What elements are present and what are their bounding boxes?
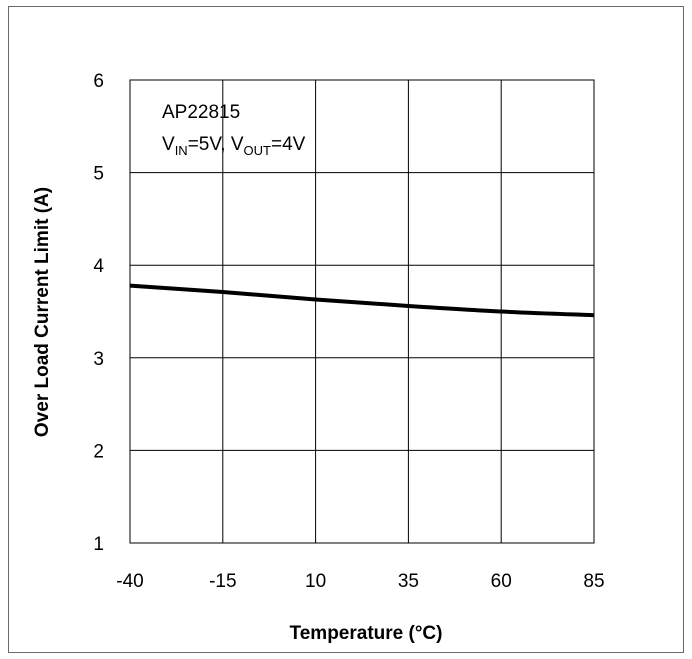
vout-value: =4V xyxy=(271,134,306,155)
x-tick-labels: -40 -15 10 35 60 85 xyxy=(116,571,604,592)
y-tick-label-3: 4 xyxy=(93,256,104,277)
y-tick-label-2: 3 xyxy=(93,349,104,370)
x-tick-label-5: 85 xyxy=(583,571,604,592)
chart-frame xyxy=(8,6,684,653)
vin-value: =5V, xyxy=(188,134,231,155)
series-line-0 xyxy=(129,283,595,318)
vin-subscript: IN xyxy=(175,143,188,158)
annotation-device: AP22815 xyxy=(162,102,240,123)
vout-prefix: V xyxy=(231,134,244,155)
vout-subscript: OUT xyxy=(244,143,272,158)
annotation-conditions: VIN=5V, VOUT=4V xyxy=(162,134,306,158)
x-tick-label-0: -40 xyxy=(116,571,143,592)
series-group xyxy=(129,283,595,318)
y-tick-labels: 1 2 3 4 5 6 xyxy=(93,71,104,555)
y-tick-label-5: 6 xyxy=(93,71,104,92)
y-axis-title: Over Load Current Limit (A) xyxy=(32,187,53,437)
y-tick-label-0: 1 xyxy=(93,534,104,555)
y-tick-label-4: 5 xyxy=(93,164,104,185)
y-tick-label-1: 2 xyxy=(93,441,104,462)
x-tick-label-4: 60 xyxy=(491,571,512,592)
x-tick-label-3: 35 xyxy=(398,571,419,592)
vin-prefix: V xyxy=(162,134,175,155)
x-axis-title: Temperature (°C) xyxy=(290,623,443,644)
x-tick-label-2: 10 xyxy=(305,571,326,592)
x-tick-label-1: -15 xyxy=(209,571,236,592)
plot-area-border xyxy=(129,79,595,544)
